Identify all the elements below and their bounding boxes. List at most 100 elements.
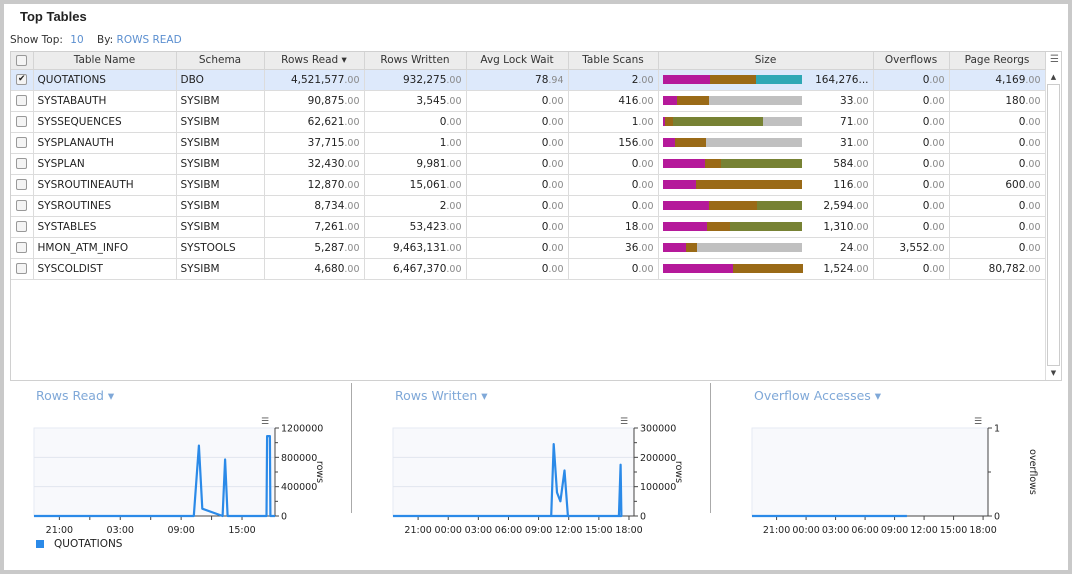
row-checkbox[interactable] [16, 242, 28, 253]
size-bar-segment-brown [696, 180, 803, 189]
size-bar [662, 117, 803, 126]
table-row[interactable]: SYSPLAN SYSIBM 32,430.00 9,981.00 0.00 0.00 58… [11, 153, 1046, 175]
rows-written-cell: 2.00 [364, 195, 467, 217]
scroll-up-icon[interactable]: ▲ [1050, 73, 1057, 81]
page-reorgs-cell: 80,782.00 [949, 258, 1046, 280]
overflow-accesses-chart: Overflow Accesses ▾ 0 1 overflows 21:00 00:0… [718, 380, 1072, 566]
row-select-cell[interactable] [11, 111, 34, 133]
show-top-dropdown[interactable]: 10 [70, 34, 84, 46]
row-select-cell[interactable] [11, 90, 34, 112]
schema-cell: DBO [176, 69, 265, 91]
chart-divider [351, 383, 352, 513]
overflow-accesses-chart-title[interactable]: Overflow Accesses ▾ [754, 388, 882, 403]
row-checkbox[interactable] [16, 116, 28, 127]
table-scans-cell: 0.00 [568, 195, 659, 217]
size-bar-segment-magenta [662, 75, 711, 84]
schema-cell: SYSIBM [176, 216, 265, 238]
chart-menu-icon[interactable]: ☰ [261, 417, 269, 427]
size-cell: 24.00 [658, 237, 874, 259]
show-top-label: Show Top: [10, 34, 63, 46]
size-value: 71.00 [840, 115, 869, 128]
page-reorgs-cell: 0.00 [949, 132, 1046, 154]
table-row[interactable]: ✔ QUOTATIONS DBO 4,521,577.00 932,275.00 78.9… [11, 69, 1046, 91]
rows-written-cell: 6,467,370.00 [364, 258, 467, 280]
size-bar [662, 75, 803, 84]
row-select-cell[interactable] [11, 237, 34, 259]
table-scans-cell: 416.00 [568, 90, 659, 112]
size-cell: 584.00 [658, 153, 874, 175]
y-axis-label: overflows [1027, 449, 1038, 495]
schema-cell: SYSTOOLS [176, 237, 265, 259]
table-scans-cell: 18.00 [568, 216, 659, 238]
chart-svg: 0 400000 800000 1200000 rows 21:00 03:00 09:00 1… [33, 417, 325, 536]
scroll-down-icon[interactable]: ▼ [1050, 369, 1057, 377]
x-tick-label: 12:00 [910, 525, 937, 536]
column-header[interactable]: Size [658, 52, 874, 70]
table-row[interactable]: SYSSEQUENCES SYSIBM 62,621.00 0.00 0.00 1.00 7… [11, 111, 1046, 133]
rows-read-chart-title[interactable]: Rows Read ▾ [36, 388, 115, 403]
table-row[interactable]: SYSTABLES SYSIBM 7,261.00 53,423.00 0.00 18.0… [11, 216, 1046, 238]
row-checkbox[interactable] [16, 200, 28, 211]
size-value: 1,310.00 [823, 220, 869, 233]
table-row[interactable]: SYSTABAUTH SYSIBM 90,875.00 3,545.00 0.00 416… [11, 90, 1046, 112]
row-select-cell[interactable] [11, 153, 34, 175]
column-header[interactable]: Overflows [873, 52, 950, 70]
row-select-cell[interactable] [11, 174, 34, 196]
row-select-cell[interactable] [11, 258, 34, 280]
scroll-thumb[interactable] [1047, 84, 1060, 366]
chart-menu-icon[interactable]: ☰ [620, 417, 628, 427]
table-row[interactable]: SYSCOLDIST SYSIBM 4,680.00 6,467,370.00 0.00… [11, 258, 1046, 280]
row-checkbox[interactable] [16, 95, 28, 106]
sort-by-dropdown[interactable]: ROWS READ [116, 34, 182, 46]
size-bar-segment-brown [664, 117, 673, 126]
chart-menu-icon[interactable]: ☰ [974, 417, 982, 427]
avg-lock-wait-cell: 0.00 [466, 258, 569, 280]
avg-lock-wait-cell: 0.00 [466, 111, 569, 133]
size-value: 31.00 [840, 136, 869, 149]
row-select-cell[interactable]: ✔ [11, 69, 34, 91]
column-header[interactable]: Table Scans [568, 52, 659, 70]
table-row[interactable]: SYSROUTINES SYSIBM 8,734.00 2.00 0.00 0.00 2,5… [11, 195, 1046, 217]
vertical-scrollbar[interactable]: ▲ ▼ [1045, 70, 1061, 380]
row-select-cell[interactable] [11, 216, 34, 238]
y-tick-label: 400000 [281, 482, 317, 493]
size-cell: 31.00 [658, 132, 874, 154]
x-tick-label: 15:00 [585, 525, 612, 536]
row-checkbox[interactable] [16, 179, 28, 190]
size-bar [662, 201, 803, 210]
size-bar-segment-gray [762, 117, 803, 126]
row-checkbox[interactable] [16, 158, 28, 169]
row-select-cell[interactable] [11, 132, 34, 154]
column-header[interactable]: Avg Lock Wait [466, 52, 569, 70]
column-menu-icon[interactable]: ☰ [1050, 54, 1059, 65]
row-checkbox[interactable] [16, 263, 28, 274]
row-checkbox[interactable] [16, 221, 28, 232]
select-all-checkbox[interactable] [11, 52, 34, 70]
size-cell: 164,276... [658, 69, 874, 91]
x-tick-label: 09:00 [525, 525, 552, 536]
x-tick-label: 03:00 [107, 525, 134, 536]
table-row[interactable]: HMON_ATM_INFO SYSTOOLS 5,287.00 9,463,131.0… [11, 237, 1046, 259]
checkbox[interactable] [16, 54, 28, 66]
table-row[interactable]: SYSPLANAUTH SYSIBM 37,715.00 1.00 0.00 156.00… [11, 132, 1046, 154]
size-value: 116.00 [833, 178, 869, 191]
size-bar [662, 138, 803, 147]
avg-lock-wait-cell: 0.00 [466, 132, 569, 154]
by-label: By: [97, 34, 114, 46]
row-checkbox[interactable] [16, 137, 28, 148]
column-header[interactable]: Page Reorgs [949, 52, 1046, 70]
row-checkbox[interactable]: ✔ [16, 74, 28, 85]
column-header[interactable]: Schema [176, 52, 265, 70]
size-bar-segment-teal [756, 75, 803, 84]
column-header[interactable]: Rows Read ▾ [264, 52, 365, 70]
rows-written-chart-title[interactable]: Rows Written ▾ [395, 388, 488, 403]
chart-legend[interactable]: QUOTATIONS [36, 538, 122, 550]
rows-written-cell: 1.00 [364, 132, 467, 154]
page-reorgs-cell: 0.00 [949, 237, 1046, 259]
size-bar-segment-brown [707, 222, 731, 231]
table-row[interactable]: SYSROUTINEAUTH SYSIBM 12,870.00 15,061.00 0.… [11, 174, 1046, 196]
column-header[interactable]: Rows Written [364, 52, 467, 70]
size-bar-segment-olive [756, 201, 803, 210]
row-select-cell[interactable] [11, 195, 34, 217]
column-header[interactable]: Table Name [33, 52, 177, 70]
